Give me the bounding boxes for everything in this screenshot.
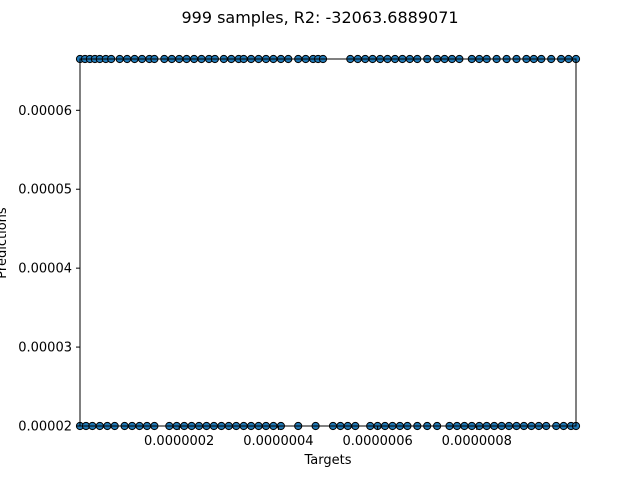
x-axis: 0.0000002 0.0000004 0.0000006 0.0000008 (144, 426, 512, 449)
y-axis-label: Predictions (0, 207, 10, 279)
points-layer (75, 54, 581, 431)
y-tick-label: 0.00004 (18, 262, 72, 277)
y-tick-label: 0.00006 (18, 104, 72, 119)
plot-frame (79, 58, 577, 427)
chart-title: 999 samples, R2: -32063.6889071 (181, 8, 459, 27)
x-tick-label: 0.0000002 (144, 434, 214, 449)
x-tick-label: 0.0000008 (442, 434, 512, 449)
x-tick-label: 0.0000006 (342, 434, 412, 449)
y-axis: 0.00002 0.00003 0.00004 0.00005 0.00006 (18, 104, 80, 435)
x-tick-label: 0.0000004 (243, 434, 313, 449)
y-tick-label: 0.00002 (18, 420, 72, 435)
y-tick-label: 0.00003 (18, 341, 72, 356)
y-tick-label: 0.00005 (18, 183, 72, 198)
x-axis-label: Targets (304, 453, 352, 468)
